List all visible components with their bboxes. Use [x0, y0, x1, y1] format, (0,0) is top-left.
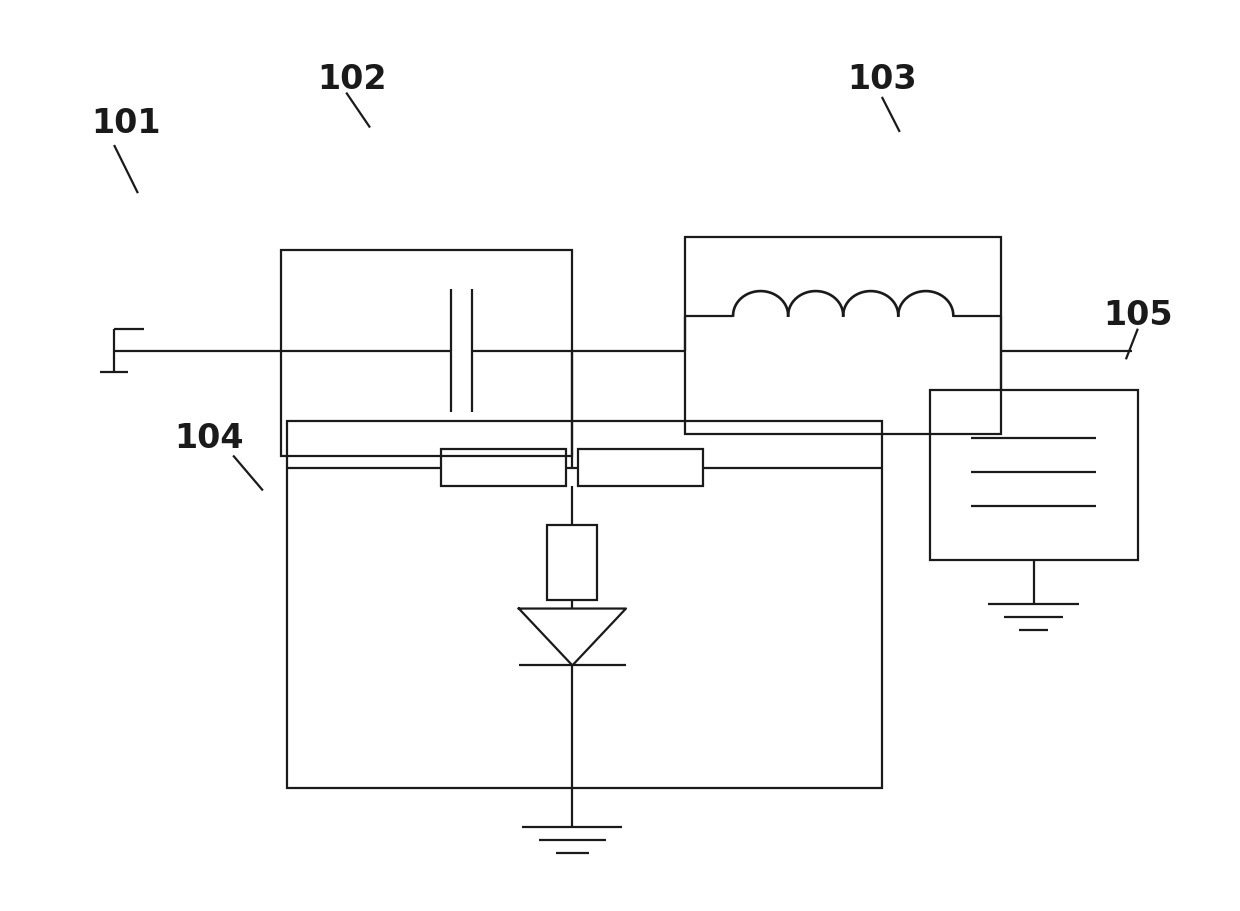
Text: 102: 102 [317, 63, 387, 96]
Text: 104: 104 [175, 422, 244, 455]
Bar [578, 449, 703, 486]
Bar [441, 449, 567, 486]
Bar [547, 526, 598, 599]
Text: 103: 103 [847, 63, 916, 96]
Bar [280, 250, 573, 456]
Bar [286, 421, 882, 788]
Text: 105: 105 [1104, 299, 1173, 333]
Bar [686, 237, 1001, 434]
Bar [930, 390, 1138, 560]
Text: 101: 101 [92, 107, 161, 139]
